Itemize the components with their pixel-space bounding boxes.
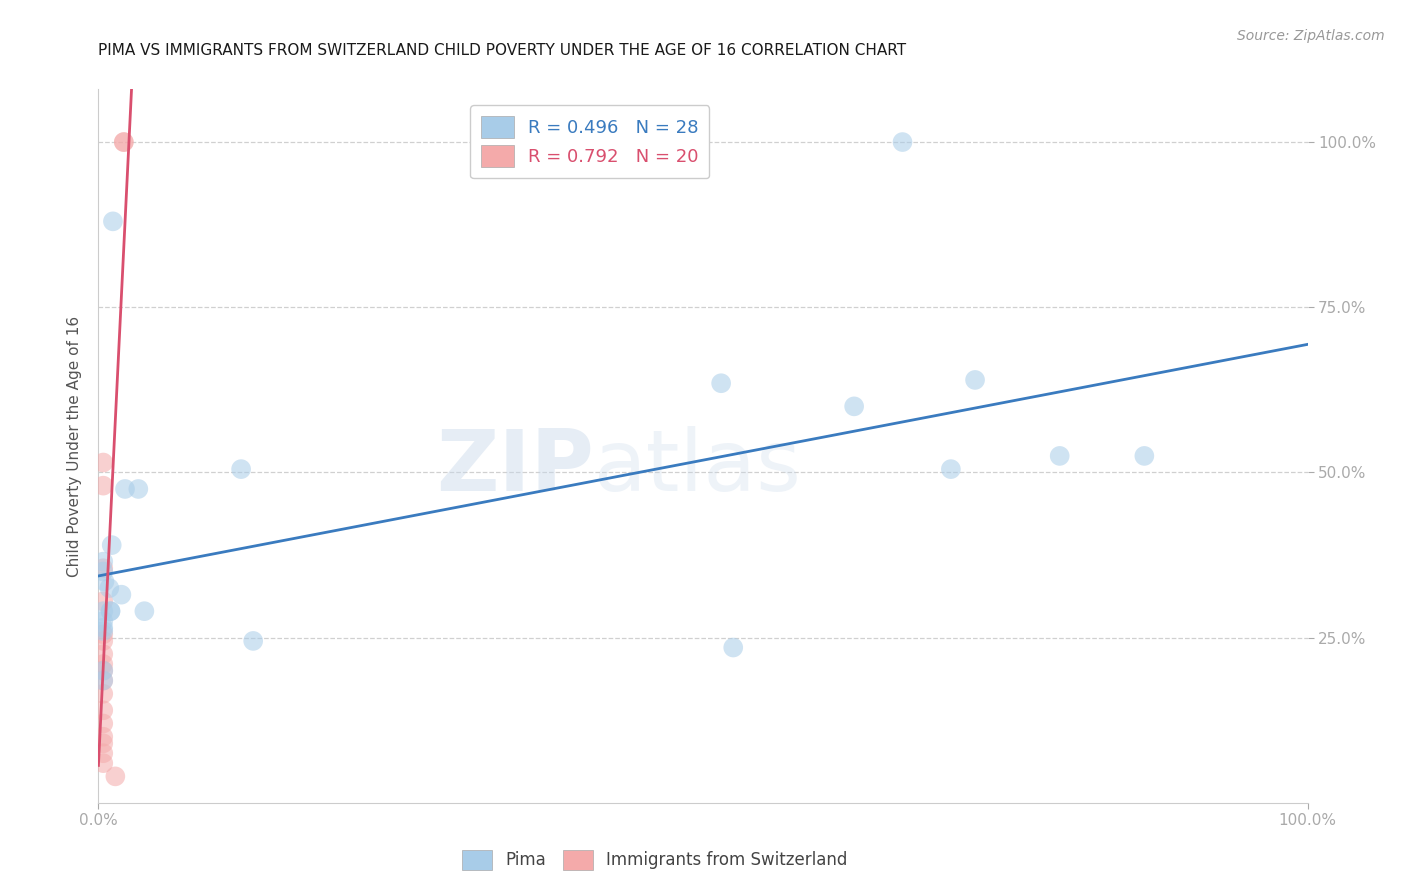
Point	[91, 716, 114, 731]
Point	[91, 621, 114, 635]
Point	[112, 135, 135, 149]
Point	[98, 581, 121, 595]
Point	[965, 373, 987, 387]
Point	[229, 462, 252, 476]
Point	[91, 627, 114, 641]
Point	[91, 614, 114, 628]
Point	[91, 730, 114, 744]
Point	[112, 135, 135, 149]
Point	[891, 135, 914, 149]
Point	[91, 687, 114, 701]
Point	[91, 647, 114, 661]
Point	[101, 214, 124, 228]
Point	[91, 736, 114, 750]
Point	[91, 664, 114, 678]
Point	[91, 561, 114, 575]
Point	[100, 604, 122, 618]
Point	[100, 604, 122, 618]
Point	[91, 478, 114, 492]
Point	[91, 756, 114, 771]
Point	[91, 673, 114, 688]
Point	[91, 594, 114, 608]
Text: PIMA VS IMMIGRANTS FROM SWITZERLAND CHILD POVERTY UNDER THE AGE OF 16 CORRELATIO: PIMA VS IMMIGRANTS FROM SWITZERLAND CHIL…	[98, 43, 907, 58]
Point	[91, 703, 114, 717]
Point	[104, 769, 127, 783]
Point	[100, 538, 122, 552]
Text: ZIP: ZIP	[436, 425, 595, 509]
Point	[91, 555, 114, 569]
Point	[93, 574, 115, 589]
Point	[723, 640, 745, 655]
Point	[1049, 449, 1071, 463]
Point	[91, 604, 114, 618]
Point	[91, 456, 114, 470]
Point	[939, 462, 962, 476]
Point	[91, 565, 114, 579]
Point	[91, 664, 114, 678]
Point	[91, 624, 114, 638]
Text: Source: ZipAtlas.com: Source: ZipAtlas.com	[1237, 29, 1385, 43]
Point	[844, 400, 866, 414]
Point	[710, 376, 733, 391]
Point	[91, 657, 114, 671]
Legend: Pima, Immigrants from Switzerland: Pima, Immigrants from Switzerland	[456, 843, 853, 877]
Point	[134, 604, 156, 618]
Text: atlas: atlas	[595, 425, 803, 509]
Point	[91, 634, 114, 648]
Y-axis label: Child Poverty Under the Age of 16: Child Poverty Under the Age of 16	[66, 316, 82, 576]
Point	[110, 588, 132, 602]
Point	[127, 482, 149, 496]
Point	[91, 746, 114, 760]
Point	[1133, 449, 1156, 463]
Point	[91, 673, 114, 688]
Point	[242, 634, 264, 648]
Point	[114, 482, 136, 496]
